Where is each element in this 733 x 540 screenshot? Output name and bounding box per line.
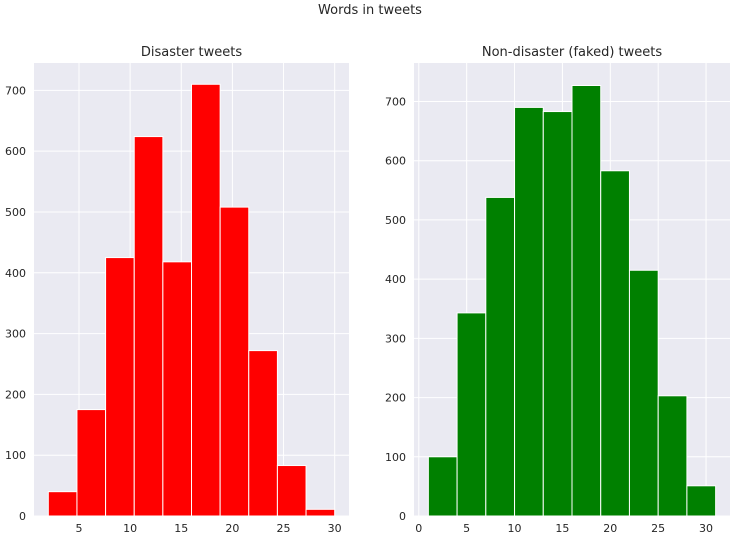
histogram-bar: [628, 269, 659, 517]
y-tick-label: 300: [5, 328, 26, 341]
histogram-bar: [657, 395, 688, 517]
x-tick-label: 10: [123, 522, 137, 535]
y-axis: 0 100 200 300 400 500 600 700: [385, 95, 406, 523]
x-axis: 5 10 15 20 25 30: [76, 522, 342, 535]
y-tick-label: 700: [5, 84, 26, 97]
y-tick-label: 300: [385, 332, 406, 345]
histogram-bar: [485, 196, 516, 517]
histogram-bar: [76, 409, 107, 517]
histogram-bar: [133, 136, 164, 517]
histogram-bar: [105, 257, 135, 517]
x-tick-label: 25: [277, 522, 291, 535]
y-tick-label: 500: [385, 214, 406, 227]
bars: [47, 83, 336, 517]
x-tick-label: 20: [225, 522, 239, 535]
histogram-bar: [276, 465, 307, 517]
y-tick-label: 0: [399, 510, 406, 523]
y-tick-label: 100: [5, 449, 26, 462]
y-tick-label: 600: [5, 145, 26, 158]
x-tick-label: 5: [76, 522, 83, 535]
x-tick-label: 15: [174, 522, 188, 535]
histogram-bar: [456, 312, 487, 517]
histogram-bar: [305, 508, 336, 517]
x-tick-label: 30: [328, 522, 342, 535]
y-axis: 0 100 200 300 400 500 600 700: [5, 84, 26, 523]
y-tick-label: 200: [385, 392, 406, 405]
y-tick-label: 700: [385, 95, 406, 108]
figure-title: Words in tweets: [318, 3, 422, 18]
y-tick-label: 600: [385, 155, 406, 168]
histogram-bar: [600, 170, 630, 517]
x-tick-label: 30: [699, 522, 713, 535]
y-tick-label: 200: [5, 388, 26, 401]
x-tick-label: 25: [651, 522, 665, 535]
bars: [427, 85, 717, 517]
x-axis: 0 5 10 15 20 25 30: [415, 522, 713, 535]
histogram-bar: [542, 111, 573, 517]
histogram-bar: [248, 350, 278, 517]
histogram-bar: [571, 85, 602, 517]
y-tick-label: 100: [385, 451, 406, 464]
x-tick-label: 10: [508, 522, 522, 535]
y-tick-label: 400: [5, 267, 26, 280]
histogram-bar: [219, 206, 250, 517]
histogram-bar: [47, 491, 78, 517]
x-tick-label: 5: [463, 522, 470, 535]
chart-title: Non-disaster (faked) tweets: [482, 45, 663, 60]
chart-non-disaster-tweets: 0 5 10 15 20 25 300100200300400500600700Non-di…: [385, 45, 730, 535]
x-tick-label: 20: [603, 522, 617, 535]
y-tick-label: 400: [385, 273, 406, 286]
y-tick-label: 0: [19, 510, 26, 523]
y-tick-label: 500: [5, 206, 26, 219]
histogram-bar: [162, 261, 192, 517]
x-tick-label: 15: [555, 522, 569, 535]
histogram-bar: [514, 106, 544, 517]
histogram-bar: [427, 456, 458, 517]
x-tick-label: 0: [415, 522, 422, 535]
chart-title: Disaster tweets: [141, 45, 243, 60]
histogram-bar: [686, 485, 717, 517]
chart-disaster-tweets: 5 10 15 20 25 300100200300400500600700Disaste…: [5, 45, 349, 535]
histogram-bar: [191, 83, 221, 517]
